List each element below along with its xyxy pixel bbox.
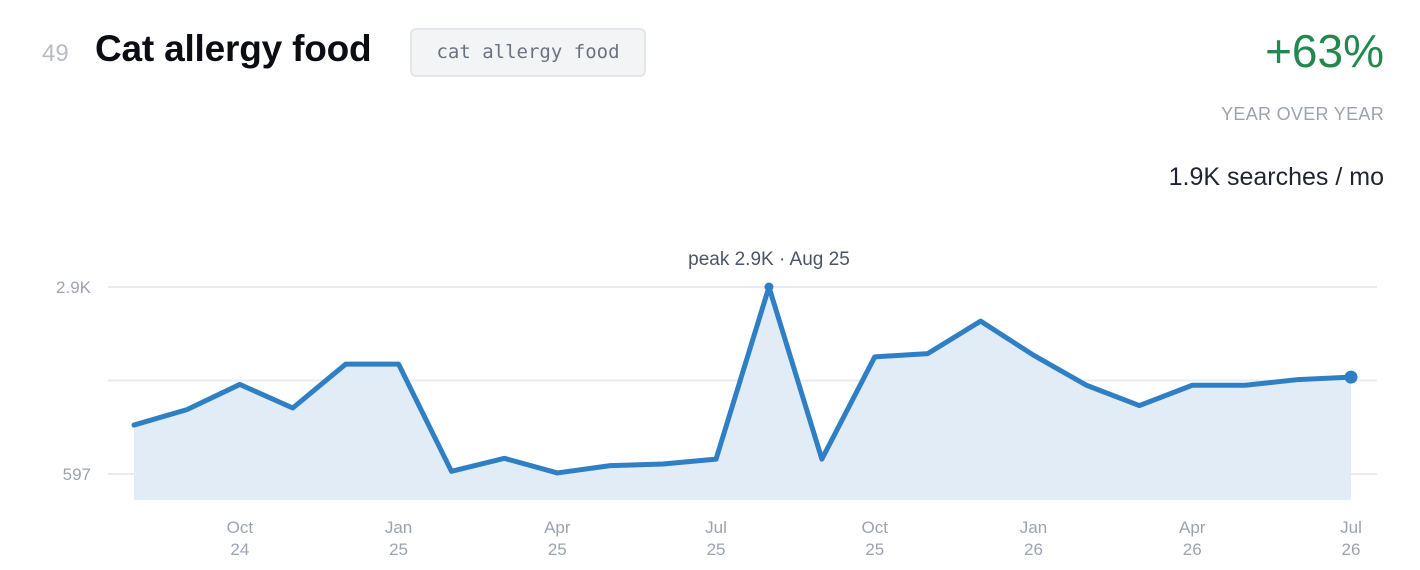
y-tick-label: 2.9K xyxy=(56,278,92,297)
yoy-label: YEAR OVER YEAR xyxy=(1221,104,1384,124)
x-tick-month: Jan xyxy=(385,518,412,537)
x-tick-month: Jul xyxy=(1340,518,1362,537)
x-tick-year: 25 xyxy=(865,540,884,559)
rank-number: 49 xyxy=(42,40,69,67)
x-tick-month: Jul xyxy=(705,518,727,537)
last-point xyxy=(1344,370,1358,384)
x-tick-month: Jan xyxy=(1020,518,1047,537)
x-tick-year: 26 xyxy=(1024,540,1043,559)
x-tick-year: 26 xyxy=(1342,540,1361,559)
x-tick-month: Apr xyxy=(1179,518,1206,537)
search-volume: 1.9K searches / mo xyxy=(1168,163,1384,191)
x-tick-year: 25 xyxy=(707,540,726,559)
series-line xyxy=(131,284,1354,476)
peak-point xyxy=(764,282,774,292)
x-tick-year: 26 xyxy=(1183,540,1202,559)
x-tick-month: Oct xyxy=(862,518,889,537)
yoy-change-value: +63% xyxy=(1265,25,1384,77)
x-tick-month: Apr xyxy=(544,518,571,537)
x-tick-year: 24 xyxy=(230,540,249,559)
keyword-tag: cat allergy food xyxy=(410,28,646,77)
y-tick-label: 597 xyxy=(63,465,91,484)
x-tick-year: 25 xyxy=(389,540,408,559)
x-tick-month: Oct xyxy=(227,518,254,537)
page-title: Cat allergy food xyxy=(95,28,372,69)
peak-label: peak 2.9K · Aug 25 xyxy=(688,249,850,270)
x-tick-year: 25 xyxy=(548,540,567,559)
